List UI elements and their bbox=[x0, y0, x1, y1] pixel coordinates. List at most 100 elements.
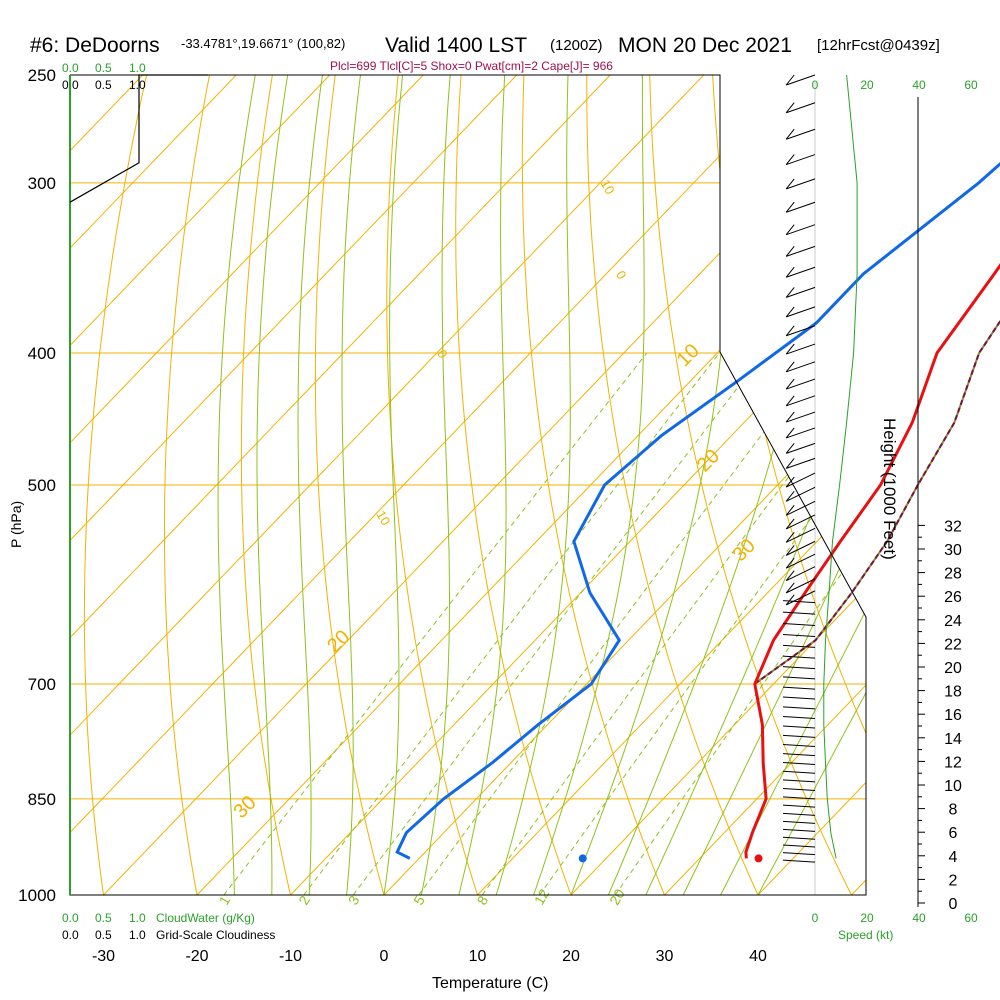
wind-scale-top-label: 0 bbox=[812, 78, 819, 92]
wind-barb-flag bbox=[785, 395, 795, 407]
height-tick-label: 6 bbox=[949, 825, 958, 842]
wind-barb bbox=[785, 578, 816, 594]
wind-barb-flag bbox=[785, 582, 795, 594]
wind-barb bbox=[785, 566, 816, 582]
wind-barb bbox=[786, 286, 816, 298]
isotherm-label: 0 bbox=[434, 347, 451, 361]
mixing-ratio-label: 12 bbox=[531, 886, 553, 908]
wind-barb bbox=[782, 655, 816, 659]
wind-barb-flag bbox=[785, 325, 795, 337]
wind-barb bbox=[786, 224, 816, 236]
wind-barb bbox=[782, 828, 816, 832]
temperature-tick-label: -10 bbox=[279, 948, 302, 965]
isotherm-line bbox=[851, 75, 866, 895]
wind-barb-flag bbox=[785, 532, 795, 543]
background-grid bbox=[70, 75, 1000, 895]
wind-barb-flag bbox=[785, 545, 795, 556]
wind-barb-flag bbox=[785, 570, 795, 581]
wind-barb bbox=[785, 486, 816, 502]
wind-barb bbox=[782, 804, 816, 808]
valid-time: Valid 1400 LST bbox=[385, 34, 527, 57]
wind-barb bbox=[782, 686, 816, 690]
isotherm-label: 0 bbox=[613, 268, 630, 282]
cloud-water-profile bbox=[69, 74, 208, 203]
temperature-tick-label: 0 bbox=[380, 948, 389, 965]
cloudwater-legend: CloudWater (g/Kg) bbox=[156, 911, 255, 925]
wind-barb-flag bbox=[785, 306, 795, 318]
valid-utc: (1200Z) bbox=[550, 37, 603, 54]
wind-barb bbox=[786, 306, 816, 318]
wind-barb bbox=[782, 779, 816, 783]
dry-adiabat-line bbox=[83, 75, 148, 895]
wind-barb bbox=[782, 644, 816, 648]
wind-barb-flag bbox=[785, 378, 795, 390]
isotherm-label: 30 bbox=[729, 535, 760, 566]
dry-adiabat-line bbox=[964, 75, 1000, 895]
wind-barb bbox=[782, 725, 816, 729]
dry-adiabat-line bbox=[901, 75, 1000, 895]
wind-barb bbox=[786, 427, 816, 439]
isotherm-line bbox=[70, 75, 518, 895]
valid-date: MON 20 Dec 2021 bbox=[618, 34, 792, 57]
wind-barb bbox=[782, 706, 816, 710]
wind-barb bbox=[786, 411, 816, 423]
wind-barb bbox=[782, 715, 816, 719]
wind-barb bbox=[785, 514, 816, 530]
temperature-tick-label: 20 bbox=[562, 948, 580, 965]
wind-barb-flag bbox=[785, 427, 795, 439]
cloud-scale-bottom-2: 1.0 bbox=[129, 911, 146, 925]
parcel-curve-base bbox=[755, 319, 1000, 685]
wind-barb bbox=[782, 676, 816, 680]
isotherm-line bbox=[103, 75, 866, 895]
mixing-ratio-label: 20 bbox=[606, 886, 628, 908]
wind-barb bbox=[786, 395, 816, 407]
height-tick-label: 30 bbox=[944, 542, 962, 559]
moist-adiabat-line bbox=[420, 75, 451, 895]
wind-barb bbox=[786, 178, 816, 190]
wind-barb bbox=[782, 600, 816, 604]
wind-barb bbox=[782, 770, 816, 774]
moist-adiabat-line bbox=[645, 75, 866, 895]
dry-adiabat-line bbox=[164, 75, 210, 895]
cloud-scale-top-2: 1.0 bbox=[129, 61, 146, 75]
wind-barb bbox=[782, 812, 816, 816]
height-tick-label: 12 bbox=[944, 754, 962, 771]
wind-barb bbox=[782, 696, 816, 700]
wind-barb bbox=[785, 472, 816, 488]
x-axis-label: Temperature (C) bbox=[432, 975, 548, 992]
moist-adiabat-line bbox=[217, 75, 256, 895]
height-tick-label: 16 bbox=[944, 707, 962, 724]
forecast-label: [12hrFcst@0439z] bbox=[817, 37, 940, 54]
wind-barb-flag bbox=[785, 476, 795, 488]
moist-adiabat-line bbox=[383, 75, 404, 895]
mixing-ratio-line bbox=[539, 352, 866, 895]
cloudiness-scale-top-1: 0.5 bbox=[95, 78, 112, 92]
moist-adiabat-line bbox=[495, 75, 571, 895]
wind-barb bbox=[786, 266, 816, 278]
height-tick-label: 14 bbox=[944, 731, 962, 748]
dewpoint-curve bbox=[395, 161, 1000, 860]
height-tick-label: 18 bbox=[944, 684, 962, 701]
wind-barb bbox=[786, 201, 816, 213]
moist-adiabat-line bbox=[297, 75, 323, 895]
moist-adiabat-line bbox=[533, 75, 645, 895]
cloudiness-scale-top-2: 1.0 bbox=[129, 78, 146, 92]
cloud-scale-bottom-1: 0.5 bbox=[95, 911, 112, 925]
height-tick-label: 2 bbox=[949, 872, 958, 889]
height-axis-label: Height (1000 Feet) bbox=[880, 418, 899, 560]
height-tick-label: 0 bbox=[949, 896, 958, 913]
temperature-tick-label: 40 bbox=[749, 948, 767, 965]
parcel-curve bbox=[755, 319, 1000, 685]
cloudiness-legend: Grid-Scale Cloudiness bbox=[156, 928, 275, 942]
surface-temperature-point bbox=[754, 854, 763, 863]
temperature-tick-label: -30 bbox=[92, 948, 115, 965]
wind-scale-bottom-label: 40 bbox=[912, 911, 926, 925]
height-tick-label: 10 bbox=[944, 778, 962, 795]
wind-barb bbox=[782, 852, 816, 856]
height-tick-label: 20 bbox=[944, 660, 962, 677]
wind-barb-flag bbox=[785, 224, 795, 236]
wind-barb-flag bbox=[785, 201, 795, 213]
wind-barb-flag bbox=[785, 287, 795, 298]
wind-barb bbox=[782, 796, 816, 800]
wind-barb-flag bbox=[785, 154, 795, 165]
